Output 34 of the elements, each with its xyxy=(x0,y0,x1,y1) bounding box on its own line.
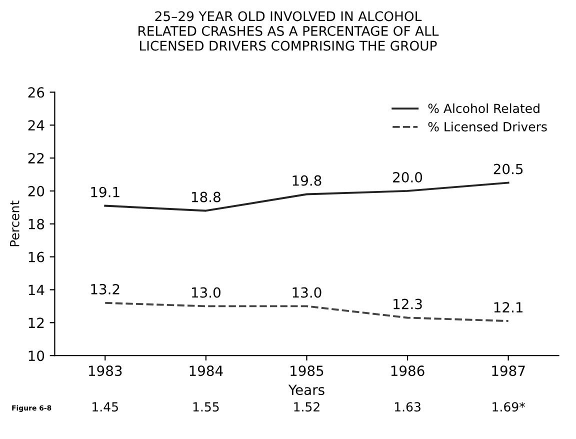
text: 1.45 xyxy=(92,402,118,412)
data-label: 13.2 xyxy=(91,284,120,294)
y-tick-label: 22 xyxy=(28,153,44,164)
data-label: 13.0 xyxy=(192,287,220,298)
x-axis-title: Years xyxy=(288,384,324,396)
x-tick-label: 1987 xyxy=(492,366,525,376)
y-tick-label: 14 xyxy=(28,284,44,296)
y-tick-label: 26 xyxy=(28,87,44,98)
x-tick-label: 1984 xyxy=(190,366,223,376)
text: 1.63 xyxy=(394,402,420,412)
x-tick-label: 1985 xyxy=(290,366,324,376)
data-label: 18.8 xyxy=(192,192,220,202)
chart-title: 25–29 YEAR OLD INVOLVED IN ALCOHOL RELATED CRASHES AS A PERCENTAGE OF ALL LICENSED DRIVERS COMPRISING THE GROUP xyxy=(138,11,439,51)
data-label: 12.3 xyxy=(394,298,422,310)
legend-label: % Licensed Drivers xyxy=(428,122,547,132)
text: 1.55 xyxy=(193,402,219,412)
data-label: 20.0 xyxy=(393,172,422,183)
y-tick-label: 16 xyxy=(28,252,44,262)
text: 1.69* xyxy=(492,402,525,412)
y-tick-label: 10 xyxy=(28,350,44,362)
data-label: 20.5 xyxy=(494,164,523,174)
y-tick-label: 12 xyxy=(28,318,44,328)
data-label: 13.0 xyxy=(292,287,322,298)
data-label: 19.8 xyxy=(292,175,322,186)
y-tick-label: 24 xyxy=(28,120,44,130)
x-tick-label: 1986 xyxy=(391,366,424,376)
y-tick-label: 20 xyxy=(28,186,44,196)
legend-label: % Alcohol Related xyxy=(428,103,540,114)
text: 1.52 xyxy=(294,402,320,412)
y-tick-label: 18 xyxy=(28,218,44,230)
data-label: 19.1 xyxy=(91,186,120,198)
x-tick-label: 1983 xyxy=(88,366,122,376)
y-axis-title: Percent xyxy=(10,200,20,246)
data-label: 12.1 xyxy=(494,302,522,312)
